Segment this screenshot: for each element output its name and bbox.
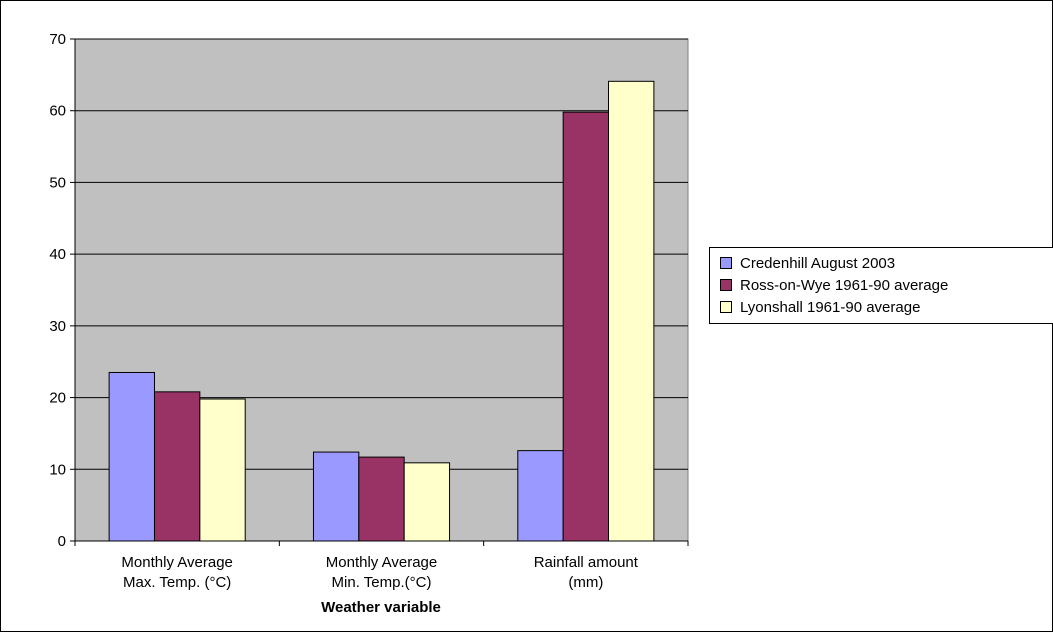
- legend-swatch: [720, 257, 732, 269]
- bar: [403, 462, 451, 542]
- legend-label: Ross-on-Wye 1961-90 average: [740, 276, 949, 294]
- bar: [153, 391, 201, 542]
- x-tick-label: Rainfall amount (mm): [534, 554, 639, 591]
- legend: Credenhill August 2003 Ross-on-Wye 1961-9…: [709, 247, 1053, 324]
- x-tick-label: Monthly Average Min. Temp.(°C): [326, 554, 437, 591]
- legend-swatch: [720, 279, 732, 291]
- x-tick-label: Monthly Average Max. Temp. (°C): [121, 554, 232, 591]
- bar: [108, 371, 155, 542]
- bar: [517, 450, 564, 542]
- legend-label: Lyonshall 1961-90 average: [740, 298, 921, 316]
- x-tick-labels: Monthly Average Max. Temp. (°C) Monthly Av…: [121, 554, 638, 591]
- x-axis-title: Weather variable: [321, 599, 441, 616]
- bar: [199, 398, 246, 542]
- legend-item: Lyonshall 1961-90 average: [720, 297, 920, 317]
- legend-label: Credenhill August 2003: [740, 254, 896, 272]
- y-tick-label: 30: [49, 318, 66, 335]
- y-tick-label: 70: [49, 31, 66, 48]
- bar: [312, 451, 360, 542]
- y-tick-label: 50: [49, 174, 66, 191]
- y-tick-label: 60: [49, 103, 66, 120]
- legend-item: Ross-on-Wye 1961-90 average: [720, 275, 948, 295]
- bar: [608, 80, 655, 542]
- y-tick-label: 0: [58, 533, 66, 550]
- y-tick-labels: 0 10 20 30 40 50 60 70: [49, 31, 66, 550]
- y-tick-label: 20: [49, 390, 66, 407]
- bar: [562, 111, 610, 542]
- bar: [358, 456, 405, 542]
- bars: [108, 80, 655, 542]
- y-tick-label: 10: [49, 461, 66, 478]
- legend-swatch: [720, 301, 732, 313]
- y-tick-label: 40: [49, 246, 66, 263]
- legend-item: Credenhill August 2003: [720, 253, 895, 273]
- axes: [70, 38, 689, 546]
